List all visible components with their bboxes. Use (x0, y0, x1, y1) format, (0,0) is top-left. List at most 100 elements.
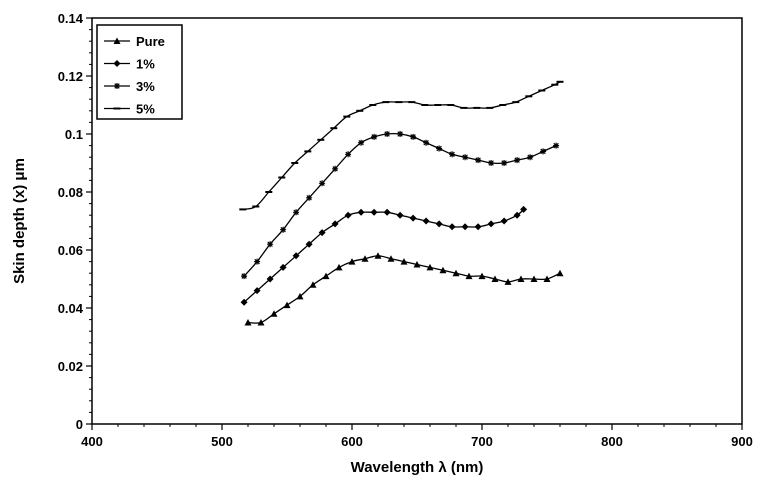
data-point (530, 275, 538, 282)
data-point (383, 208, 391, 216)
data-point (358, 139, 365, 146)
legend-marker (113, 37, 121, 44)
y-tick-label: 0.06 (58, 243, 83, 258)
data-point (374, 252, 382, 259)
data-point (270, 310, 278, 317)
data-point (553, 142, 560, 149)
data-point (306, 194, 313, 201)
data-point (345, 151, 352, 158)
data-point (322, 272, 330, 280)
data-point (517, 275, 525, 282)
data-point (448, 223, 456, 231)
data-point (266, 275, 274, 283)
data-point (527, 154, 534, 161)
data-point (257, 319, 265, 326)
data-point (361, 255, 369, 262)
data-point (296, 292, 304, 300)
y-tick-label: 0.04 (58, 301, 84, 316)
series-4 (239, 80, 564, 211)
data-point (332, 165, 339, 172)
data-point (487, 220, 495, 228)
data-point (520, 205, 528, 213)
legend-item-3: 3% (104, 79, 155, 94)
data-point (292, 252, 300, 260)
data-point (540, 148, 547, 155)
legend-label: Pure (136, 34, 165, 49)
data-point (319, 180, 326, 187)
data-point (409, 214, 417, 222)
data-point (500, 217, 508, 225)
y-tick-label: 0.08 (58, 185, 83, 200)
data-point (318, 229, 326, 237)
legend-marker (114, 83, 120, 89)
data-point (474, 223, 482, 231)
data-point (293, 209, 300, 216)
y-tick-label: 0.02 (58, 359, 83, 374)
data-point (305, 240, 313, 248)
data-point (488, 160, 495, 166)
data-point (422, 217, 430, 225)
data-point (348, 258, 356, 265)
y-axis-title: Skin depth (x) μm (11, 158, 28, 284)
plot-area (91, 17, 743, 425)
data-point (279, 263, 287, 271)
data-point (357, 208, 365, 216)
data-point (371, 133, 378, 140)
data-point (253, 287, 261, 295)
legend-item-4: 5% (104, 102, 155, 117)
x-tick-label: 600 (341, 434, 363, 449)
y-tick-label: 0.14 (58, 11, 84, 26)
series-2 (240, 205, 528, 306)
data-point (387, 255, 395, 262)
data-point (283, 301, 291, 309)
series-3 (241, 131, 560, 280)
y-tick-label: 0.12 (58, 69, 83, 84)
data-point (267, 241, 274, 248)
data-point (413, 261, 421, 268)
data-point (426, 263, 434, 271)
data-point (513, 211, 521, 219)
x-tick-label: 400 (81, 434, 103, 449)
legend-item-2: 1% (104, 57, 155, 72)
data-point (410, 133, 417, 140)
y-tick-label: 0 (76, 417, 83, 432)
legend-label: 5% (136, 102, 155, 117)
data-point (396, 211, 404, 219)
data-point (400, 258, 408, 265)
x-tick-label: 800 (601, 434, 623, 449)
data-point (280, 226, 287, 233)
data-point (244, 319, 252, 326)
data-point (335, 263, 343, 271)
data-point (475, 157, 482, 164)
data-point (543, 275, 551, 282)
data-point (436, 145, 443, 152)
data-point (344, 211, 352, 219)
axis-ticks: 400 500 600 700 800 900 0 0.02 0.04 0.06 0.08 0.1 0.… (58, 11, 753, 449)
data-point (309, 281, 317, 288)
data-point (423, 139, 430, 146)
data-point (491, 275, 499, 282)
series-layer (239, 80, 564, 326)
data-point (514, 157, 521, 164)
legend-label: 1% (136, 57, 155, 72)
x-axis-title: Wavelength λ (nm) (351, 459, 484, 476)
legend-item-1: Pure (104, 34, 165, 49)
legend-label: 3% (136, 79, 155, 94)
legend-marker (113, 60, 121, 67)
data-point (384, 131, 391, 137)
data-point (461, 223, 469, 231)
data-point (501, 160, 508, 166)
data-point (452, 269, 460, 277)
data-point (331, 220, 339, 228)
x-tick-label: 700 (471, 434, 493, 449)
data-point (478, 272, 486, 280)
data-point (254, 258, 261, 265)
data-point (370, 208, 378, 216)
data-point (241, 273, 248, 280)
data-point (449, 151, 456, 158)
x-tick-label: 900 (731, 434, 753, 449)
data-point (439, 266, 447, 274)
data-point (465, 272, 473, 280)
